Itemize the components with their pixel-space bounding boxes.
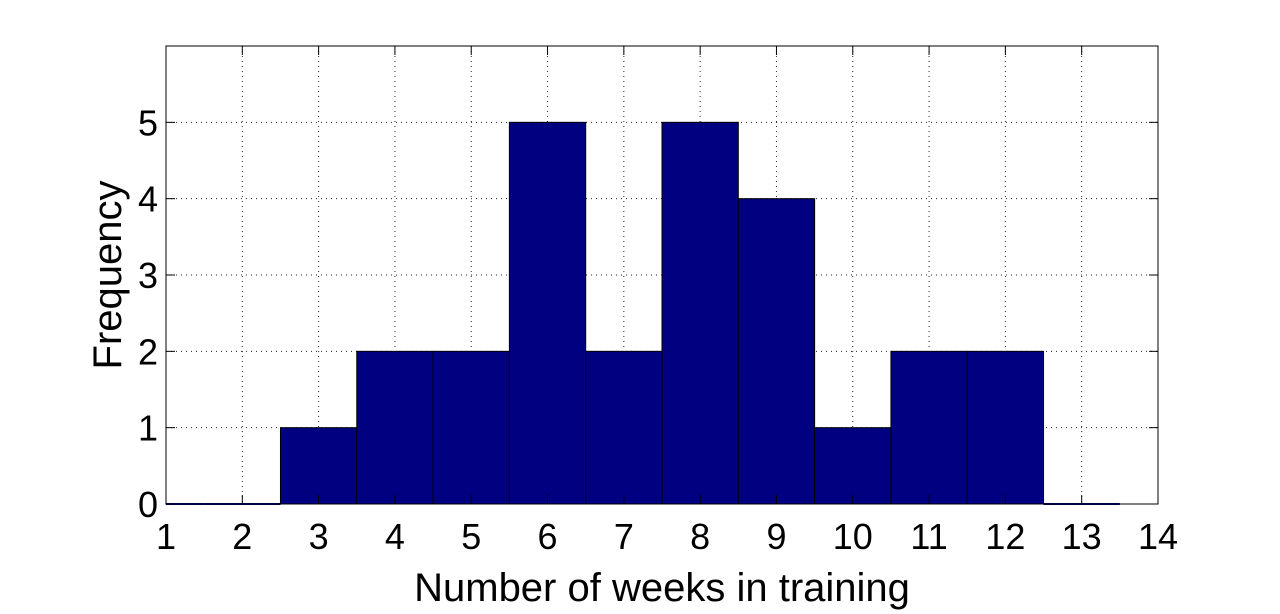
x-tick-label: 9: [766, 516, 786, 557]
x-tick-label: 8: [690, 516, 710, 557]
x-tick-label: 4: [385, 516, 405, 557]
x-tick-label: 3: [309, 516, 329, 557]
x-tick-label: 14: [1138, 516, 1178, 557]
x-tick-label: 12: [985, 516, 1025, 557]
histogram-bar: [814, 427, 892, 505]
x-axis-label: Number of weeks in training: [414, 566, 910, 610]
y-tick-label: 2: [138, 331, 158, 372]
x-tick-label: 11: [910, 516, 947, 557]
x-tick-label: 2: [232, 516, 252, 557]
histogram-bar: [585, 350, 663, 505]
x-tick-label: 5: [461, 516, 481, 557]
y-tick-label: 1: [138, 408, 158, 449]
y-axis-label: Frequency: [86, 181, 130, 370]
y-tick-label: 0: [138, 484, 158, 525]
histogram-bar: [356, 350, 434, 505]
y-tick-label: 4: [138, 179, 158, 220]
x-tick-label: 7: [614, 516, 634, 557]
y-tick-labels: 0 1 2 3 4 5: [138, 102, 158, 525]
histogram-bar: [890, 350, 968, 505]
x-tick-label: 13: [1062, 516, 1102, 557]
histogram-bar: [661, 121, 739, 505]
y-tick-label: 3: [138, 255, 158, 296]
histogram-bar: [737, 198, 816, 505]
x-tick-label: 10: [833, 516, 873, 557]
x-tick-label: 1: [156, 516, 176, 557]
x-tick-labels: 1 2 3 4 5 6 7 8 9 10 11 12 13 14: [156, 516, 1178, 557]
tick-marks: [165, 46, 1159, 505]
histogram-bar: [279, 427, 358, 505]
histogram-bar: [432, 350, 510, 505]
bars: [166, 121, 1120, 505]
y-tick-label: 5: [138, 102, 158, 143]
histogram-bar: [966, 350, 1045, 505]
histogram-bar: [508, 121, 587, 505]
x-tick-label: 6: [538, 516, 558, 557]
